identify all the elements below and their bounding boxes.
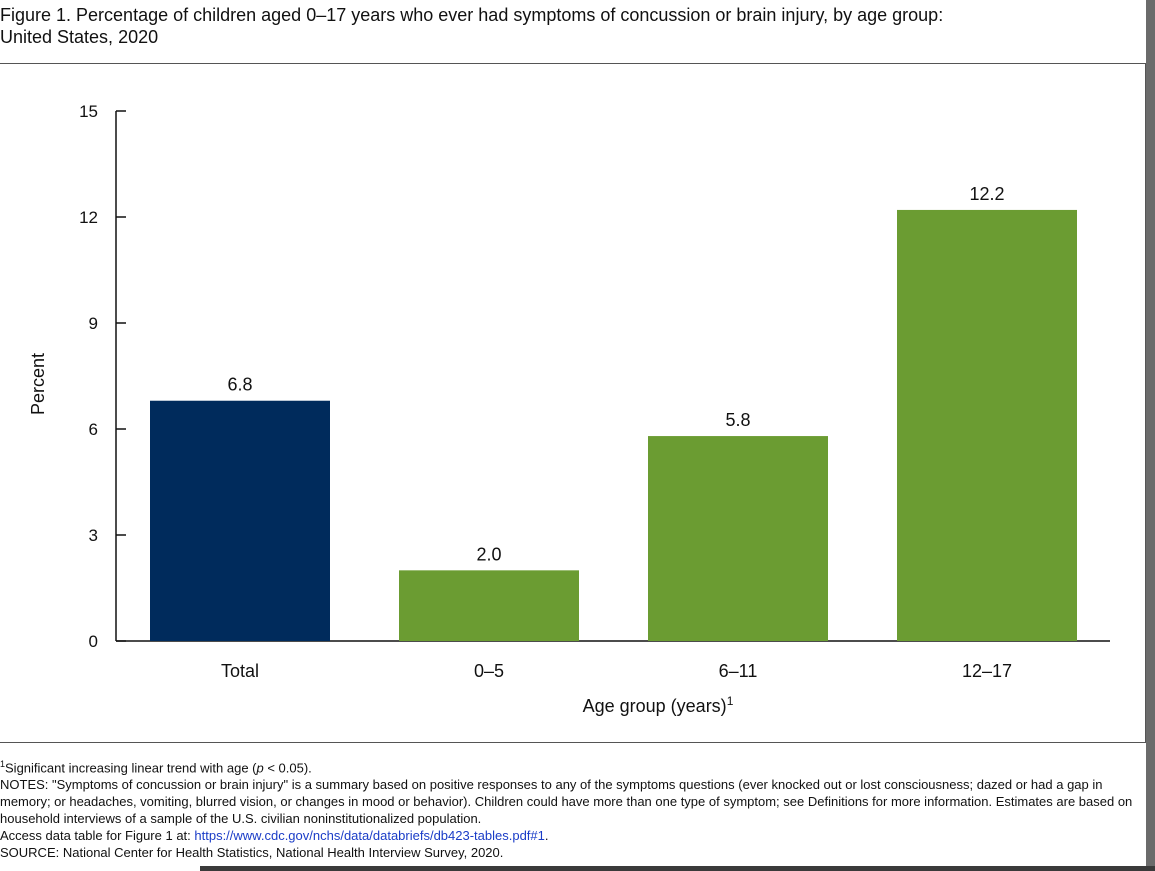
y-tick-label: 9 [89,314,98,333]
footnote-p: p [256,760,264,776]
bar-chart: 0 3 6 9 12 15 Percent 6.8 Total 2.0 0–5 5.8 6–11 12.2… [28,102,1110,716]
y-tick-label: 12 [79,208,98,227]
chart-frame: 0 3 6 9 12 15 Percent 6.8 Total 2.0 0–5 5.8 6–11 12.2… [0,63,1146,743]
data-label: 5.8 [725,410,750,430]
footnote-trend: 1Significant increasing linear trend wit… [0,756,1140,776]
labels: 0 3 6 9 12 15 Percent 6.8 Total 2.0 0–5 5.8 6–11 12.2… [28,102,1012,716]
figure-title: Figure 1. Percentage of children aged 0–… [0,5,944,47]
footnote-marker: 1 [0,759,6,769]
x-tick-label: Total [221,661,259,681]
footnote-source: SOURCE: National Center for Health Stati… [0,845,504,861]
footnote-access: Access data table for Figure 1 at: https… [0,827,1140,844]
bar [399,570,579,641]
x-tick-label: 0–5 [474,661,504,681]
window-edge-right [1146,0,1155,871]
y-tick-label: 3 [89,526,98,545]
footnotes: 1Significant increasing linear trend wit… [0,756,1140,861]
data-table-link[interactable]: https://www.cdc.gov/nchs/data/databriefs… [194,828,545,844]
y-tick-label: 6 [89,420,98,439]
footnote-trend-text-a: Significant increasing linear trend with… [5,760,257,776]
bar [648,436,828,641]
footnote-notes: NOTES: "Symptoms of concussion or brain … [0,777,1133,827]
footnote-access-prefix: Access data table for Figure 1 at: [0,828,195,844]
x-axis-label: Age group (years)1 [583,694,734,716]
y-axis-label: Percent [28,353,48,415]
data-label: 6.8 [227,375,252,395]
y-tick-label: 15 [79,102,98,121]
bars [150,209,1077,641]
footnote-access-suffix: . [544,828,549,844]
y-tick-label: 0 [89,632,98,651]
footnote-trend-text-b: < 0.05). [263,760,312,776]
data-label: 12.2 [969,184,1004,204]
data-label: 2.0 [476,544,501,564]
bar [150,400,330,641]
x-tick-label: 6–11 [719,661,758,681]
bar [897,209,1077,641]
x-tick-label: 12–17 [962,661,1012,681]
window-edge-bottom [200,866,1155,871]
